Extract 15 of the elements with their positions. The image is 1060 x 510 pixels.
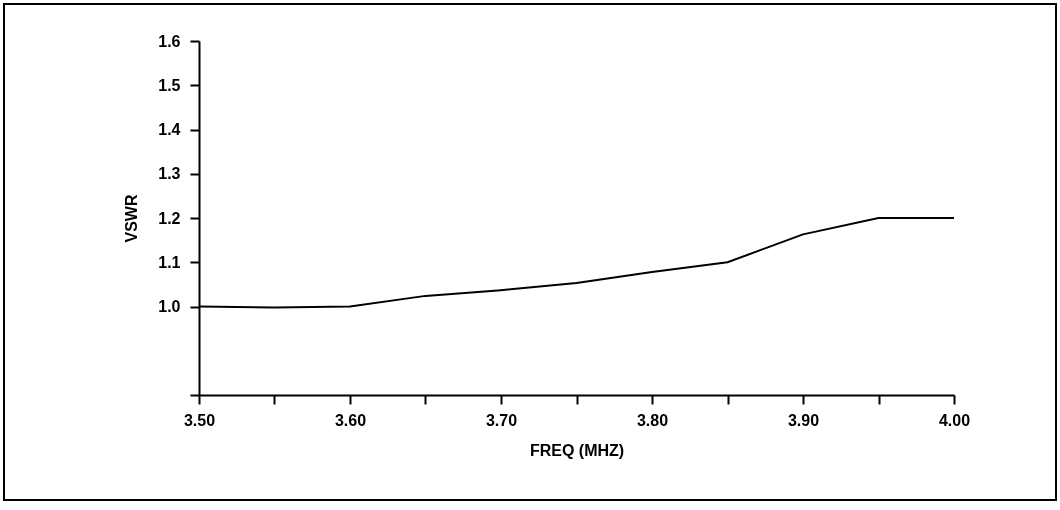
x-tick-label: 3.60: [334, 411, 367, 429]
x-tick-label: 3.50: [183, 411, 216, 429]
y-tick-label: 1.2: [158, 209, 181, 227]
y-tick-label: 1.3: [158, 165, 181, 183]
x-tick-label: 4.00: [938, 411, 971, 429]
x-tick-label: 3.70: [485, 411, 518, 429]
x-tick-label: 3.80: [636, 411, 669, 429]
x-tick-label: 3.90: [787, 411, 820, 429]
y-axis-title: VSWR: [123, 194, 141, 243]
y-tick-label: 1.1: [158, 253, 181, 271]
y-tick-label: 1.0: [158, 298, 181, 315]
y-tick-label: 1.5: [158, 76, 181, 94]
x-axis-title: FREQ (MHZ): [529, 441, 625, 459]
y-tick-label: 1.4: [158, 121, 181, 138]
y-tick-label: 1.6: [158, 32, 181, 50]
